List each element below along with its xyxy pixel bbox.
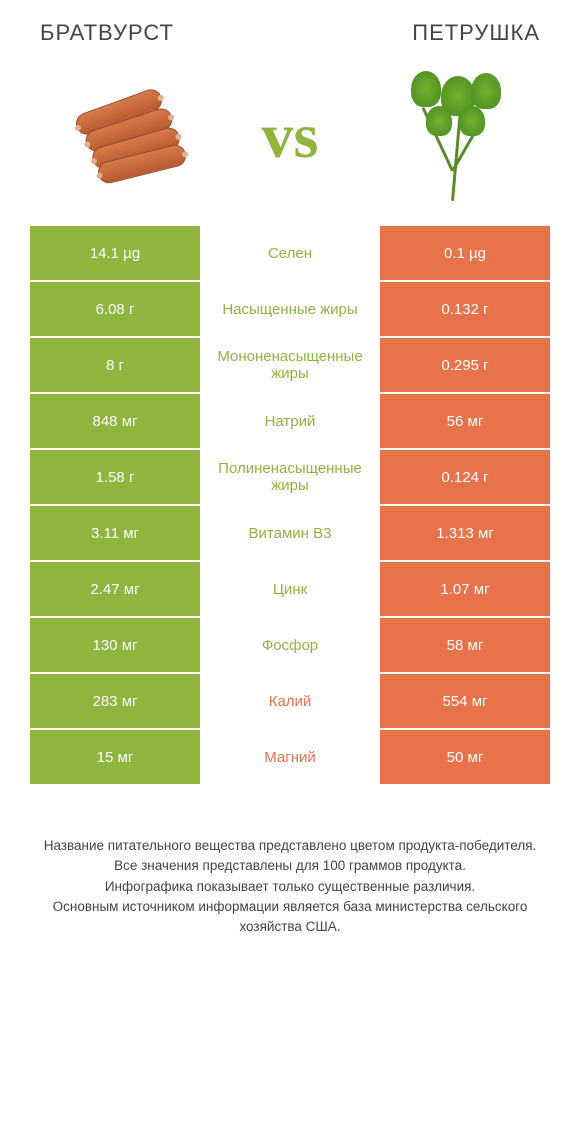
footer-notes: Название питательного вещества представл… (0, 786, 580, 937)
left-value: 8 г (30, 338, 200, 392)
right-value: 50 мг (380, 730, 550, 784)
nutrient-row: 8 гМононенасыщенные жиры0.295 г (30, 338, 550, 392)
footer-line: Название питательного вещества представл… (30, 836, 550, 856)
left-value: 14.1 µg (30, 226, 200, 280)
nutrient-label: Фосфор (200, 618, 380, 672)
right-value: 1.313 мг (380, 506, 550, 560)
left-value: 283 мг (30, 674, 200, 728)
footer-line: Все значения представлены для 100 граммо… (30, 856, 550, 876)
nutrient-row: 130 мгФосфор58 мг (30, 618, 550, 672)
right-value: 0.132 г (380, 282, 550, 336)
nutrient-row: 848 мгНатрий56 мг (30, 394, 550, 448)
left-value: 2.47 мг (30, 562, 200, 616)
right-value: 0.1 µg (380, 226, 550, 280)
nutrient-row: 3.11 мгВитамин B31.313 мг (30, 506, 550, 560)
right-value: 58 мг (380, 618, 550, 672)
right-value: 56 мг (380, 394, 550, 448)
nutrient-label: Натрий (200, 394, 380, 448)
nutrient-label: Селен (200, 226, 380, 280)
nutrient-label: Полиненасыщенные жиры (200, 450, 380, 504)
nutrient-row: 2.47 мгЦинк1.07 мг (30, 562, 550, 616)
nutrient-label: Магний (200, 730, 380, 784)
left-value: 848 мг (30, 394, 200, 448)
left-food-image (64, 71, 194, 201)
nutrient-row: 283 мгКалий554 мг (30, 674, 550, 728)
nutrient-row: 15 мгМагний50 мг (30, 730, 550, 784)
vs-row: vs (0, 56, 580, 226)
right-food-image (386, 71, 516, 201)
header: БРАТВУРСТ ПЕТРУШКА (0, 0, 580, 56)
left-value: 6.08 г (30, 282, 200, 336)
nutrient-row: 1.58 гПолиненасыщенные жиры0.124 г (30, 450, 550, 504)
footer-line: Основным источником информации является … (30, 897, 550, 938)
right-value: 0.295 г (380, 338, 550, 392)
nutrient-label: Мононенасыщенные жиры (200, 338, 380, 392)
nutrient-label: Цинк (200, 562, 380, 616)
right-value: 0.124 г (380, 450, 550, 504)
vs-label: vs (262, 99, 319, 173)
nutrient-label: Насыщенные жиры (200, 282, 380, 336)
nutrient-label: Витамин B3 (200, 506, 380, 560)
right-value: 1.07 мг (380, 562, 550, 616)
nutrient-row: 14.1 µgСелен0.1 µg (30, 226, 550, 280)
nutrient-label: Калий (200, 674, 380, 728)
nutrient-table: 14.1 µgСелен0.1 µg6.08 гНасыщенные жиры0… (0, 226, 580, 784)
right-food-title: ПЕТРУШКА (412, 20, 540, 46)
left-value: 15 мг (30, 730, 200, 784)
footer-line: Инфографика показывает только существенн… (30, 877, 550, 897)
left-value: 1.58 г (30, 450, 200, 504)
left-value: 130 мг (30, 618, 200, 672)
left-value: 3.11 мг (30, 506, 200, 560)
right-value: 554 мг (380, 674, 550, 728)
nutrient-row: 6.08 гНасыщенные жиры0.132 г (30, 282, 550, 336)
left-food-title: БРАТВУРСТ (40, 20, 174, 46)
